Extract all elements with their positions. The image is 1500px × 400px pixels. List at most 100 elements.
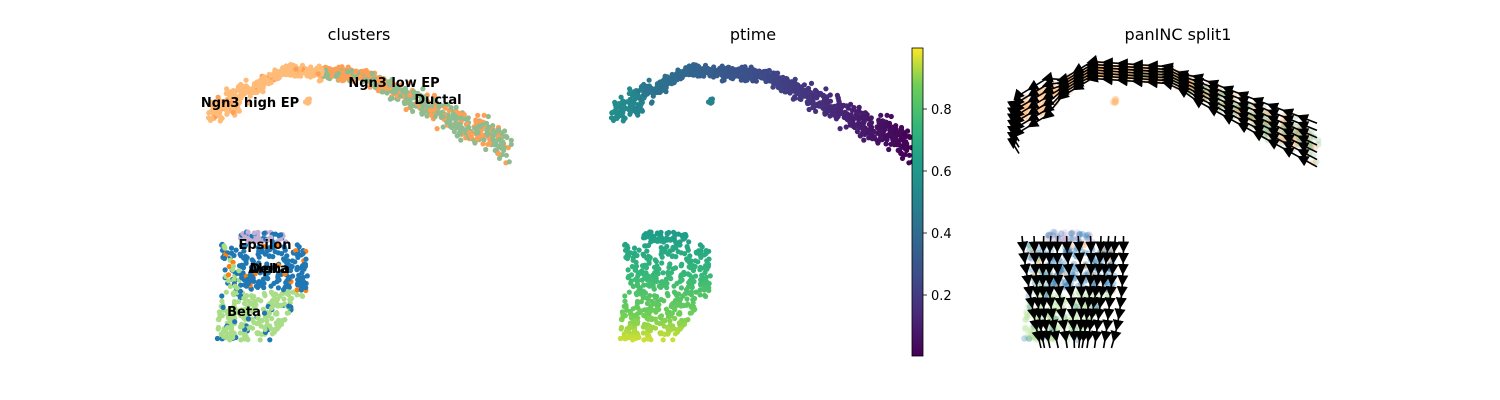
cell-point bbox=[685, 301, 691, 307]
cell-point bbox=[253, 302, 259, 308]
cell-point bbox=[836, 98, 842, 104]
cell-point bbox=[618, 94, 624, 100]
cell-point bbox=[1028, 255, 1035, 262]
cell-point bbox=[1071, 236, 1078, 244]
cell-point bbox=[427, 107, 434, 113]
cell-point bbox=[500, 140, 506, 146]
cell-point bbox=[285, 310, 292, 316]
cell-point bbox=[275, 76, 281, 82]
cell-point bbox=[369, 70, 375, 76]
cell-point bbox=[818, 90, 824, 97]
cell-point bbox=[231, 292, 237, 298]
cell-point bbox=[623, 304, 629, 310]
cell-point bbox=[239, 323, 245, 329]
cell-point bbox=[884, 112, 890, 118]
cell-point bbox=[677, 242, 683, 248]
cell-point bbox=[651, 301, 657, 307]
cell-point bbox=[1062, 296, 1069, 303]
cell-point bbox=[386, 82, 393, 88]
cell-point bbox=[1056, 325, 1063, 332]
cell-point bbox=[718, 71, 724, 77]
cell-point bbox=[875, 140, 881, 146]
cell-point bbox=[813, 108, 819, 114]
cell-point bbox=[675, 296, 681, 302]
cluster-label-ngn3-high-ep: Ngn3 high EP bbox=[201, 96, 299, 111]
cell-point bbox=[652, 295, 659, 301]
cell-point bbox=[648, 229, 654, 235]
cell-point bbox=[434, 126, 440, 132]
cell-point bbox=[830, 107, 837, 113]
cell-point bbox=[260, 306, 266, 312]
cell-point bbox=[661, 80, 667, 86]
cell-point bbox=[695, 259, 701, 265]
cell-point bbox=[245, 316, 251, 322]
cell-point bbox=[652, 325, 659, 331]
cell-point bbox=[286, 276, 292, 282]
cell-point bbox=[215, 94, 221, 100]
cell-point bbox=[778, 88, 784, 94]
cell-point bbox=[1051, 228, 1059, 236]
cell-point bbox=[630, 93, 636, 99]
cell-point bbox=[222, 267, 228, 273]
cell-point bbox=[254, 238, 260, 244]
cell-point bbox=[453, 104, 459, 110]
cell-point bbox=[485, 131, 491, 137]
cell-point bbox=[883, 141, 889, 147]
cell-point bbox=[278, 321, 285, 327]
cell-point bbox=[457, 128, 463, 134]
colorbar-tick-label: 0.2 bbox=[931, 289, 952, 304]
cell-point bbox=[491, 142, 497, 148]
cell-point bbox=[1027, 242, 1035, 249]
cell-point bbox=[642, 275, 648, 281]
cell-point bbox=[884, 137, 890, 143]
cell-point bbox=[1049, 77, 1057, 84]
cluster-label-delta: Delta bbox=[249, 262, 288, 277]
cell-point bbox=[212, 101, 219, 107]
cell-point bbox=[1021, 325, 1029, 333]
cell-point bbox=[860, 110, 866, 116]
cell-point bbox=[474, 130, 480, 136]
cell-point bbox=[287, 265, 293, 272]
cell-point bbox=[309, 69, 316, 76]
cell-point bbox=[231, 303, 237, 309]
cell-point bbox=[254, 330, 260, 336]
cell-point bbox=[664, 230, 670, 236]
cell-point bbox=[289, 295, 295, 302]
cell-point bbox=[712, 69, 719, 76]
cell-point bbox=[685, 245, 691, 251]
cell-point bbox=[646, 258, 652, 264]
cell-point bbox=[274, 242, 280, 248]
panel-title-ptime: ptime bbox=[730, 25, 776, 44]
cell-point bbox=[268, 283, 274, 289]
cell-point bbox=[827, 113, 833, 119]
colorbar-gradient bbox=[911, 47, 924, 357]
cell-point bbox=[670, 266, 676, 272]
cell-point bbox=[246, 99, 252, 105]
cell-point bbox=[267, 80, 273, 86]
cell-point bbox=[624, 243, 630, 249]
cell-point bbox=[264, 318, 270, 324]
cell-point bbox=[848, 101, 854, 107]
cell-point bbox=[487, 141, 493, 147]
cell-point bbox=[490, 136, 496, 142]
cell-point bbox=[389, 95, 395, 101]
cell-point bbox=[243, 83, 249, 89]
cell-point bbox=[660, 270, 666, 276]
cell-point bbox=[747, 69, 754, 75]
colorbar-tick-label: 0.8 bbox=[931, 103, 952, 118]
cell-point bbox=[823, 86, 829, 92]
cell-point bbox=[906, 133, 912, 139]
cell-point bbox=[499, 130, 505, 136]
cell-point bbox=[214, 111, 220, 117]
cell-point bbox=[269, 315, 275, 322]
cell-point bbox=[610, 109, 616, 115]
cell-point bbox=[648, 276, 654, 282]
cell-point bbox=[787, 90, 793, 96]
cell-point bbox=[308, 64, 314, 70]
cell-point bbox=[626, 289, 632, 295]
cell-point bbox=[733, 67, 740, 73]
cell-point bbox=[1315, 141, 1322, 148]
cell-point bbox=[664, 280, 670, 286]
cell-point bbox=[255, 279, 261, 285]
cell-point bbox=[405, 80, 412, 86]
